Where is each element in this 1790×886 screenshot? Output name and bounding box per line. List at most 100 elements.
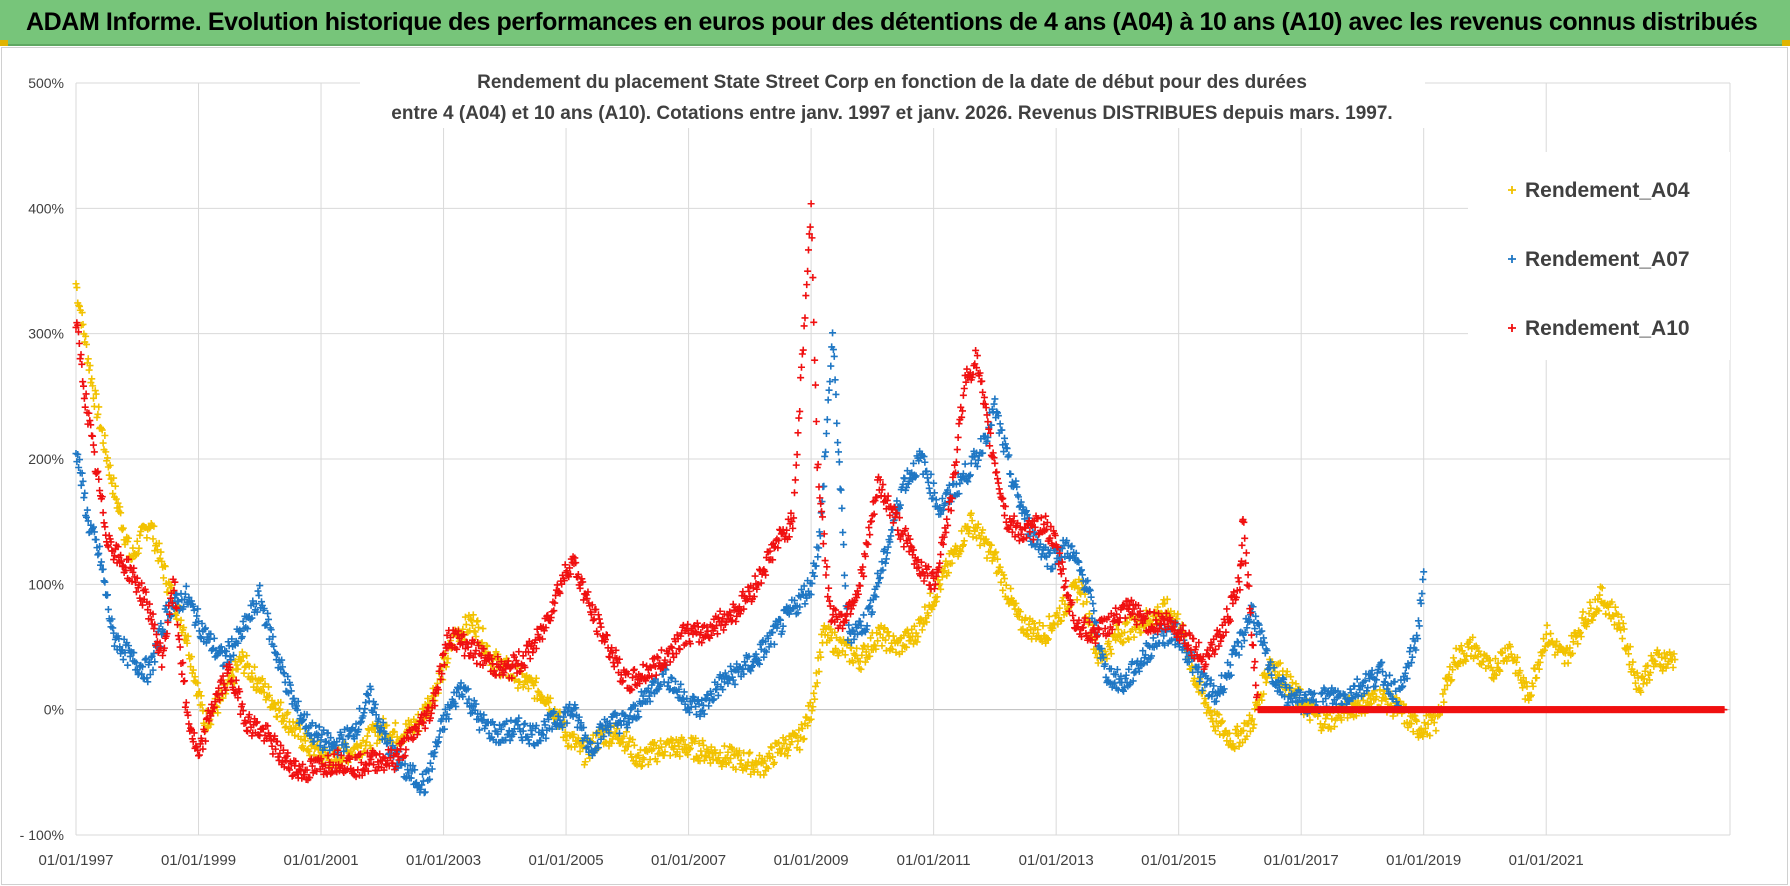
data-point bbox=[782, 736, 790, 744]
data-point bbox=[363, 738, 371, 746]
data-point bbox=[964, 523, 972, 531]
data-point bbox=[252, 600, 260, 608]
data-point bbox=[808, 707, 816, 715]
data-point bbox=[1516, 667, 1524, 675]
data-point bbox=[955, 420, 963, 428]
data-point bbox=[251, 674, 259, 682]
data-point bbox=[164, 588, 172, 596]
data-point bbox=[1645, 676, 1653, 684]
data-point bbox=[1424, 720, 1432, 728]
data-point bbox=[253, 680, 261, 688]
data-point bbox=[630, 665, 638, 673]
data-point bbox=[1190, 635, 1198, 643]
data-point bbox=[141, 656, 149, 664]
data-point bbox=[1000, 571, 1008, 579]
data-point bbox=[260, 689, 268, 697]
data-point bbox=[92, 390, 100, 398]
data-point bbox=[1620, 625, 1628, 633]
data-point bbox=[237, 627, 245, 635]
data-point bbox=[1056, 604, 1064, 612]
data-point bbox=[620, 732, 628, 740]
data-point bbox=[644, 760, 652, 768]
data-point bbox=[284, 672, 292, 680]
data-point bbox=[692, 734, 700, 742]
data-point bbox=[829, 329, 837, 337]
data-point bbox=[861, 658, 869, 666]
data-point bbox=[1426, 732, 1434, 740]
data-point bbox=[173, 615, 181, 623]
data-point bbox=[189, 602, 197, 610]
data-point bbox=[224, 638, 232, 646]
data-point bbox=[824, 631, 832, 639]
data-point bbox=[960, 384, 968, 392]
data-point bbox=[1547, 630, 1555, 638]
data-point bbox=[1414, 617, 1422, 625]
data-point bbox=[90, 448, 98, 456]
data-point bbox=[483, 642, 491, 650]
data-point bbox=[917, 615, 925, 623]
data-point bbox=[1212, 717, 1220, 725]
data-point bbox=[637, 762, 645, 770]
data-point bbox=[119, 656, 127, 664]
data-point bbox=[78, 309, 86, 317]
data-point bbox=[110, 474, 118, 482]
data-point bbox=[230, 651, 238, 659]
data-point bbox=[818, 508, 826, 516]
data-point bbox=[1617, 626, 1625, 634]
data-point bbox=[706, 754, 714, 762]
data-point bbox=[1566, 644, 1574, 652]
data-point bbox=[76, 456, 84, 464]
data-point bbox=[988, 557, 996, 565]
data-point bbox=[673, 748, 681, 756]
data-point bbox=[1125, 635, 1133, 643]
data-point bbox=[825, 584, 833, 592]
data-point bbox=[751, 572, 759, 580]
data-point bbox=[661, 748, 669, 756]
data-point bbox=[857, 665, 865, 673]
y-tick-label: 100% bbox=[28, 576, 64, 592]
data-point bbox=[1215, 711, 1223, 719]
data-point bbox=[1246, 711, 1254, 719]
data-point bbox=[862, 648, 870, 656]
data-point bbox=[1372, 693, 1380, 701]
data-point bbox=[1081, 590, 1089, 598]
data-point bbox=[471, 628, 479, 636]
data-point bbox=[802, 292, 810, 300]
data-point bbox=[917, 616, 925, 624]
data-point bbox=[77, 481, 85, 489]
data-point bbox=[265, 615, 273, 623]
data-point bbox=[1495, 666, 1503, 674]
data-point bbox=[1489, 666, 1497, 674]
data-point bbox=[768, 744, 776, 752]
data-point bbox=[275, 706, 283, 714]
data-point bbox=[317, 736, 325, 744]
data-point bbox=[104, 591, 112, 599]
data-point bbox=[318, 731, 326, 739]
data-point bbox=[150, 522, 158, 530]
data-point bbox=[79, 378, 87, 386]
data-point bbox=[261, 680, 269, 688]
data-point bbox=[475, 726, 483, 734]
data-point bbox=[278, 656, 286, 664]
data-point bbox=[1174, 610, 1182, 618]
data-point bbox=[324, 729, 332, 737]
data-point bbox=[1376, 686, 1384, 694]
data-point bbox=[1611, 603, 1619, 611]
data-point bbox=[143, 534, 151, 542]
data-point bbox=[291, 731, 299, 739]
data-point bbox=[75, 339, 83, 347]
data-point bbox=[135, 544, 143, 552]
data-point bbox=[294, 697, 302, 705]
data-point bbox=[597, 623, 605, 631]
data-point bbox=[90, 394, 98, 402]
data-point bbox=[91, 387, 99, 395]
data-point bbox=[1506, 643, 1514, 651]
data-point bbox=[669, 737, 677, 745]
data-point bbox=[1306, 716, 1314, 724]
data-point bbox=[948, 559, 956, 567]
data-point bbox=[1250, 721, 1258, 729]
data-point bbox=[160, 574, 168, 582]
data-point bbox=[151, 658, 159, 666]
data-point bbox=[1260, 690, 1268, 698]
data-point bbox=[737, 756, 745, 764]
